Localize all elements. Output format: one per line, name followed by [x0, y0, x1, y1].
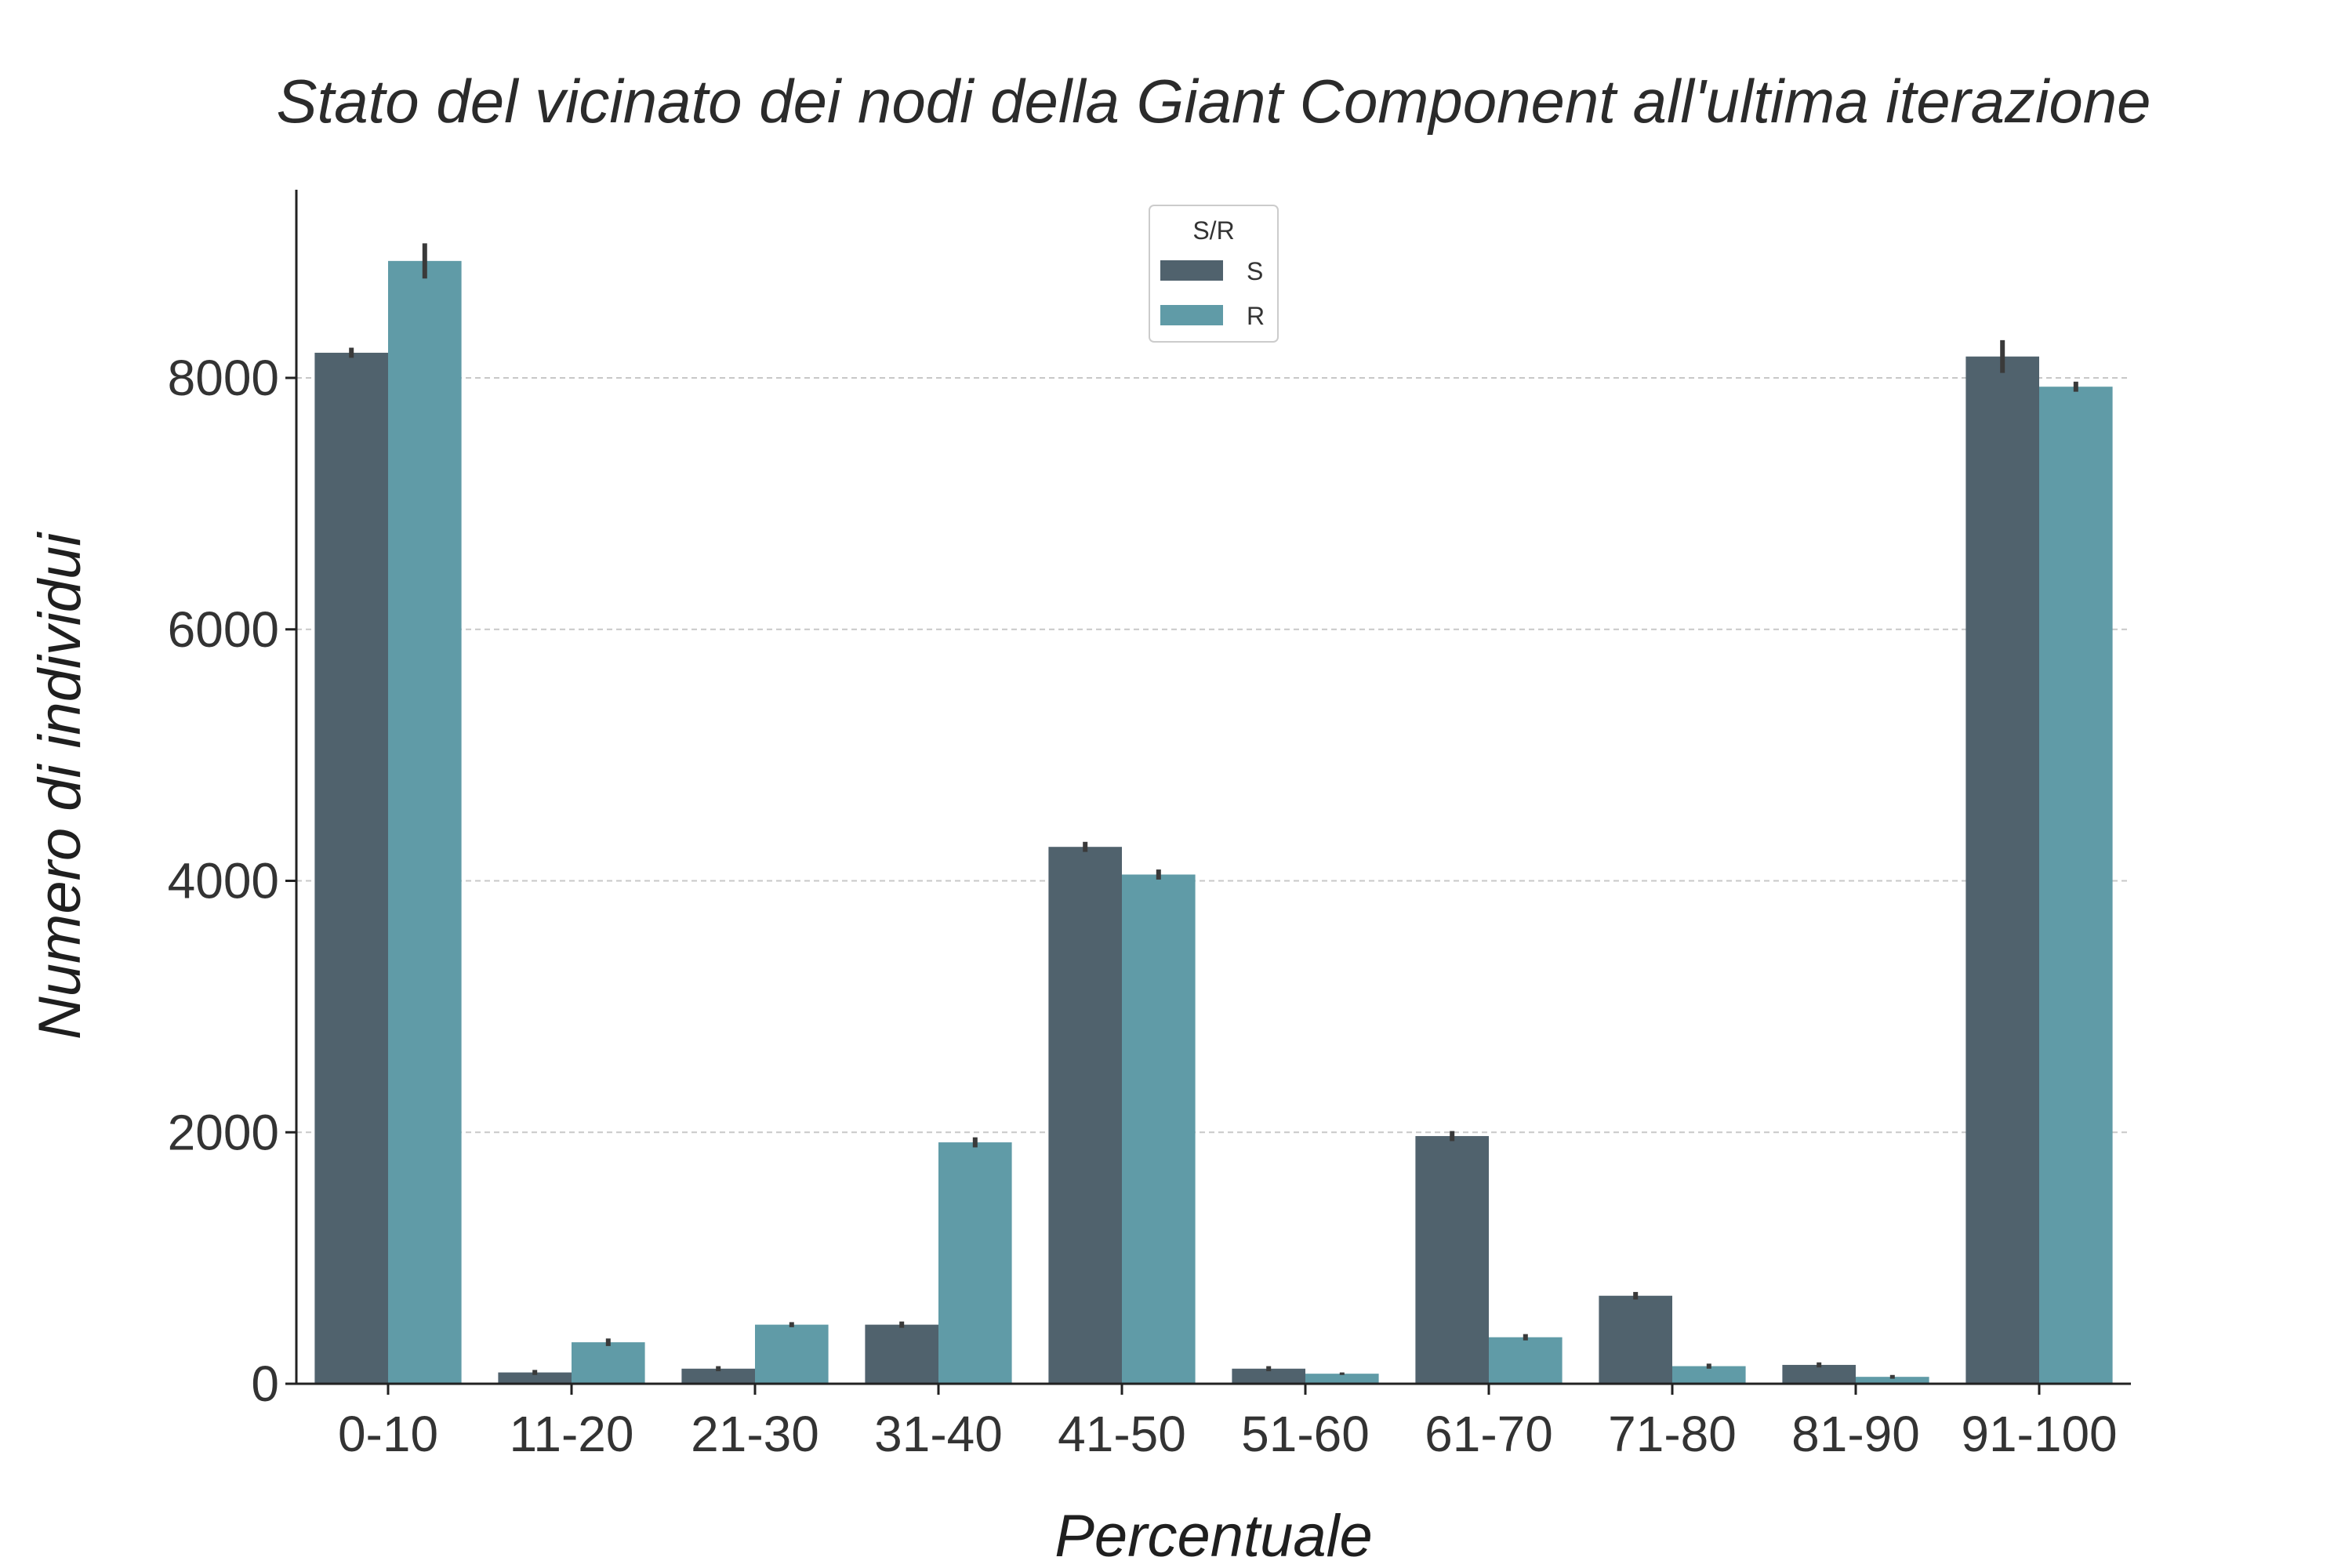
bar-r-41-50 — [1122, 874, 1196, 1384]
bar-s-71-80 — [1599, 1295, 1672, 1384]
x-tick-label: 71-80 — [1608, 1406, 1737, 1462]
chart-title: Stato del vicinato dei nodi della Giant … — [277, 67, 2151, 136]
y-ticks: 0 2000 4000 6000 8000 — [168, 350, 296, 1412]
x-ticks: 0-10 11-20 21-30 31-40 41-50 51-60 61-70 71-80 8… — [338, 1384, 2118, 1462]
x-tick-label: 51-60 — [1241, 1406, 1370, 1462]
legend-swatch-s — [1160, 260, 1223, 281]
x-tick-label: 81-90 — [1791, 1406, 1920, 1462]
x-tick-label: 41-50 — [1058, 1406, 1186, 1462]
bar-s-21-30 — [681, 1368, 755, 1384]
bar-r-0-10 — [388, 260, 462, 1384]
grid-lines — [296, 377, 2131, 1134]
bar-s-11-20 — [498, 1372, 572, 1384]
bar-r-51-60 — [1305, 1374, 1379, 1384]
bar-s-51-60 — [1232, 1368, 1305, 1384]
x-tick-label: 0-10 — [338, 1406, 438, 1462]
bar-s-41-50 — [1048, 847, 1122, 1384]
legend: S/R S R — [1149, 205, 1279, 343]
bar-s-0-10 — [314, 352, 388, 1384]
y-tick-label: 8000 — [168, 350, 279, 406]
bar-r-71-80 — [1672, 1366, 1746, 1384]
legend-swatch-r — [1160, 305, 1223, 325]
legend-label-s: S — [1247, 257, 1263, 285]
bars — [314, 260, 2113, 1385]
y-tick-label: 4000 — [168, 853, 279, 909]
x-tick-label: 31-40 — [874, 1406, 1003, 1462]
bar-s-31-40 — [865, 1324, 938, 1384]
bar-s-91-100 — [1965, 356, 2039, 1385]
x-tick-label: 61-70 — [1425, 1406, 1553, 1462]
bar-r-11-20 — [572, 1342, 645, 1384]
legend-label-r: R — [1247, 302, 1265, 330]
y-axis-title: Numero di individui — [27, 532, 93, 1040]
bar-r-21-30 — [755, 1324, 829, 1384]
y-tick-label: 2000 — [168, 1104, 279, 1160]
bar-r-61-70 — [1489, 1337, 1563, 1384]
x-tick-label: 91-100 — [1961, 1406, 2117, 1462]
y-tick-label: 0 — [251, 1356, 279, 1412]
bar-r-91-100 — [2039, 387, 2113, 1384]
legend-title: S/R — [1192, 216, 1234, 245]
bar-s-81-90 — [1782, 1364, 1856, 1384]
bar-r-31-40 — [938, 1142, 1012, 1384]
x-axis-title: Percentuale — [1054, 1503, 1373, 1568]
error-bars — [349, 243, 2078, 1379]
y-tick-label: 6000 — [168, 601, 279, 658]
x-tick-label: 11-20 — [510, 1406, 634, 1462]
bar-r-81-90 — [1856, 1377, 1929, 1384]
x-tick-label: 21-30 — [691, 1406, 819, 1462]
bar-s-61-70 — [1415, 1136, 1489, 1384]
